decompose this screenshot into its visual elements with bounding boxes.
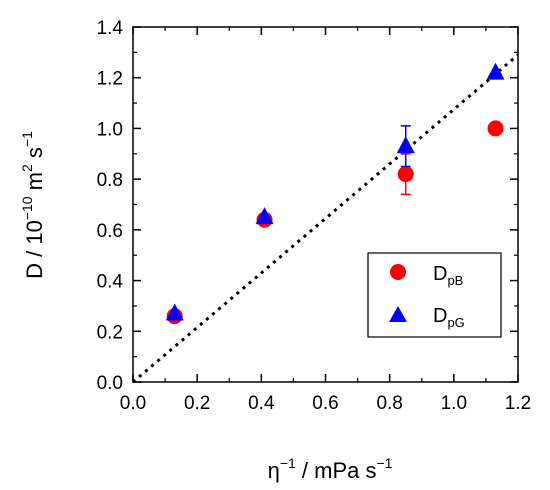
y-tick-label: 0.8 [97,170,123,191]
y-tick-label: 0.4 [97,272,124,293]
y-tick-label: 0.2 [97,322,123,343]
legend-marker-pg [389,306,407,322]
x-tick-label: 1.2 [505,393,531,414]
y-tick-label: 0.6 [97,221,123,242]
legend-marker-pb [390,264,406,280]
x-tick-label: 0.8 [376,393,402,414]
x-tick-label: 1.0 [441,393,467,414]
legend-label-pb: DpB [433,263,463,288]
legend: DpB DpG [367,252,502,338]
axis-ticks [132,26,519,383]
tick-labels: 0.0 0.2 0.4 0.6 0.8 1.0 1.2 0.0 0.2 0.4 0.6 0.8 1.0 1… [97,18,532,414]
y-tick-label: 1.0 [97,119,123,140]
x-tick-label: 0.4 [248,393,275,414]
y-tick-label: 0.0 [97,373,123,394]
x-tick-label: 0.2 [184,393,210,414]
data-point-pb [397,166,414,183]
x-tick-label: 0.0 [120,393,146,414]
data-marks [165,62,505,325]
data-point-pb [487,120,504,137]
x-tick-label: 0.6 [312,393,338,414]
y-tick-label: 1.4 [97,18,124,39]
data-point-pg [486,62,505,80]
legend-box [367,252,502,338]
data-point-pg [396,136,415,154]
data-point-pg [165,303,184,321]
legend-label-pg: DpG [433,305,465,330]
x-axis-title: η−1 / mPa s−1 [268,455,393,483]
y-axis-title: D / 10−10 m2 s−1 [19,131,47,279]
y-tick-label: 1.2 [97,69,123,90]
data-point-pg [255,207,274,225]
